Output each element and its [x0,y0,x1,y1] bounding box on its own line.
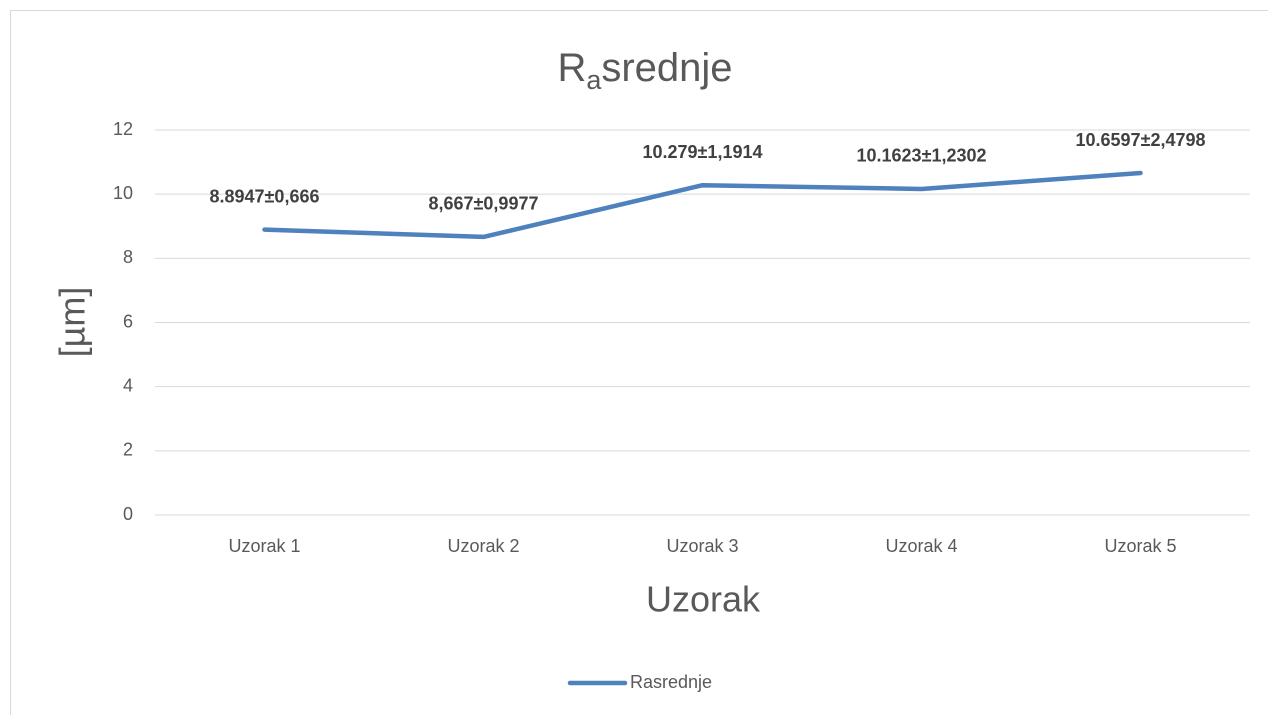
data-label: 10.6597±2,4798 [1076,130,1206,150]
y-tick-label: 8 [123,247,133,267]
legend-label: Rasrednje [630,672,712,692]
chart-title: Rasrednje [557,46,732,96]
x-tick-label: Uzorak 1 [228,536,300,556]
chart-border [10,10,1268,715]
y-tick-label: 6 [123,311,133,331]
x-tick-label: Uzorak 3 [666,536,738,556]
title-subscript: a [586,65,602,95]
y-tick-label: 2 [123,440,133,460]
data-label: 10.279±1,1914 [643,142,763,162]
x-tick-label: Uzorak 2 [447,536,519,556]
data-line [262,170,1143,240]
title-suffix: srednje [601,46,732,90]
y-tick-label: 0 [123,504,133,524]
y-tick-label: 4 [123,375,133,395]
y-tick-label: 10 [113,183,133,203]
data-label: 8.8947±0,666 [210,186,320,206]
x-tick-label: Uzorak 5 [1104,536,1176,556]
x-axis-label: Uzorak [646,579,761,620]
title-base: R [557,46,586,90]
y-tick-label: 12 [113,119,133,139]
data-label: 10.1623±1,2302 [857,146,987,166]
y-axis-label: [µm] [52,287,93,358]
data-label: 8,667±0,9977 [429,194,539,214]
x-tick-label: Uzorak 4 [885,536,957,556]
